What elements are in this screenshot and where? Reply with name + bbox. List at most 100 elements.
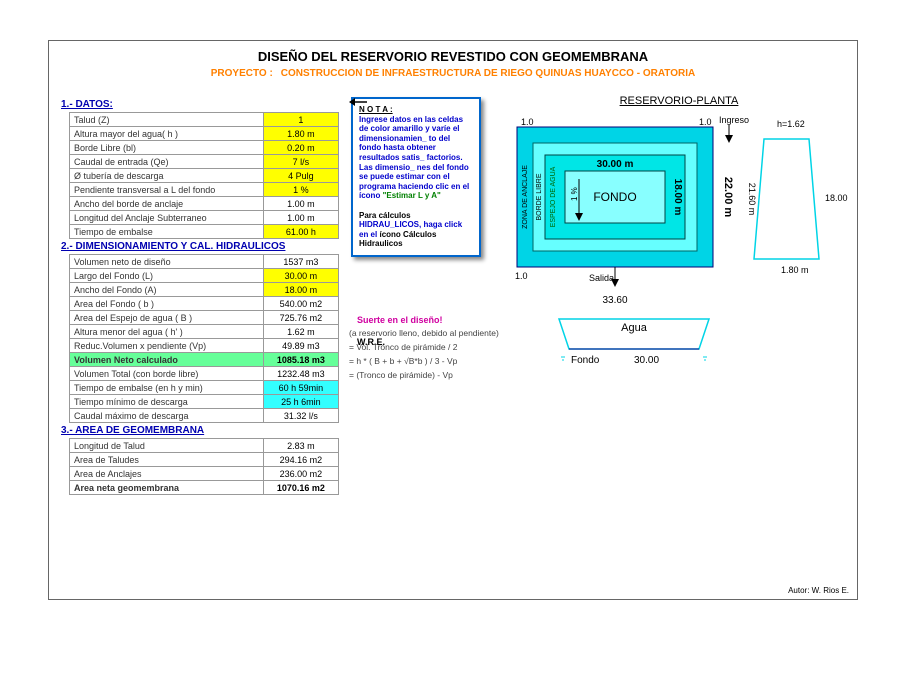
cell-value: 0.20 m: [263, 141, 338, 155]
cell-label: Tiempo mínimo de descarga: [70, 395, 264, 409]
planta-title: RESERVORIO-PLANTA: [509, 95, 849, 107]
cell-value: 725.76 m2: [263, 311, 338, 325]
table-row: Altura mayor del agua( h )1.80 m: [70, 127, 339, 141]
cell-value: 1: [263, 113, 338, 127]
datos-table: Talud (Z)1Altura mayor del agua( h )1.80…: [69, 112, 339, 239]
cell-label: Ø tubería de descarga: [70, 169, 264, 183]
cell-value: 7 l/s: [263, 155, 338, 169]
planta-svg: 1.0 1.0 Ingreso 34.00 m FONDO 30.00 m 1 …: [509, 109, 849, 429]
table-row: Volumen Total (con borde libre)1232.48 m…: [70, 367, 339, 381]
h-bot: 1.80 m: [781, 265, 809, 275]
inner-h: 18.00 m: [672, 179, 683, 216]
cell-label: Caudal máximo de descarga: [70, 409, 264, 423]
cell-value: 25 h 6min: [263, 395, 338, 409]
table-row: Area de Taludes294.16 m2: [70, 453, 339, 467]
cell-value: 61.00 h: [263, 225, 338, 239]
arrow-icon: [349, 97, 367, 109]
dim-1c: 1.0: [515, 271, 528, 281]
author-text: Autor: W. Rios E.: [788, 586, 849, 595]
cell-label: Altura menor del agua ( h' ): [70, 325, 264, 339]
cell-label: Longitud de Talud: [70, 439, 264, 453]
cell-label: Largo del Fondo (L): [70, 269, 264, 283]
table-row: Pendiente transversal a L del fondo1 %: [70, 183, 339, 197]
cell-label: Ancho del Fondo (A): [70, 283, 264, 297]
cell-value: 1.62 m: [263, 325, 338, 339]
w336: 33.60: [602, 295, 627, 306]
cell-value: 60 h 59min: [263, 381, 338, 395]
table-row: Volumen Neto calculado1085.18 m3: [70, 353, 339, 367]
cell-label: Caudal de entrada (Qe): [70, 155, 264, 169]
cell-value: 1232.48 m3: [263, 367, 338, 381]
table-row: Borde Libre (bl)0.20 m: [70, 141, 339, 155]
table-row: Tiempo de embalse61.00 h: [70, 225, 339, 239]
table-row: Tiempo de embalse (en h y min)60 h 59min: [70, 381, 339, 395]
table-row: Longitud de Talud2.83 m: [70, 439, 339, 453]
table-row: Area del Espejo de agua ( B )725.76 m2: [70, 311, 339, 325]
cell-label: Ancho del borde de anclaje: [70, 197, 264, 211]
w30: 30.00: [634, 355, 659, 366]
note-p2a: Para cálculos: [359, 211, 411, 220]
cell-value: 1 %: [263, 183, 338, 197]
page-frame: DISEÑO DEL RESERVORIO REVESTIDO CON GEOM…: [48, 40, 858, 600]
cell-label: Area de Taludes: [70, 453, 264, 467]
cell-value: 31.32 l/s: [263, 409, 338, 423]
cell-value: 1537 m3: [263, 255, 338, 269]
cell-value: 30.00 m: [263, 269, 338, 283]
cell-label: Volumen neto de diseño: [70, 255, 264, 269]
cell-value: 236.00 m2: [263, 467, 338, 481]
note-box: N O T A : Ingrese datos en las celdas de…: [351, 97, 481, 257]
cell-label: Volumen Neto calculado: [70, 353, 264, 367]
project-row: PROYECTO : CONSTRUCCION DE INFRAESTRUCTU…: [49, 68, 857, 79]
note-p2c: ícono: [379, 230, 400, 239]
table-row: Volumen neto de diseño1537 m3: [70, 255, 339, 269]
table-row: Area del Fondo ( b )540.00 m2: [70, 297, 339, 311]
formula-note: = Vol. Tronco de pirámide / 2: [345, 342, 457, 352]
cell-label: Area del Fondo ( b ): [70, 297, 264, 311]
suerte-text: Suerte en el diseño!: [357, 315, 443, 325]
table-row: Caudal máximo de descarga31.32 l/s: [70, 409, 339, 423]
h-right: 18.00: [825, 193, 848, 203]
cell-label: Altura mayor del agua( h ): [70, 127, 264, 141]
trap-h: 21.60 m: [747, 183, 757, 216]
cell-label: Volumen Total (con borde libre): [70, 367, 264, 381]
planta-diagram: RESERVORIO-PLANTA 1.0 1.0 Ingreso 34.00 …: [509, 95, 849, 431]
geo-table: Longitud de Talud2.83 mArea de Taludes29…: [69, 438, 339, 495]
outer-h: 22.00 m: [722, 177, 734, 218]
cell-value: 294.16 m2: [263, 453, 338, 467]
note-est: "Estimar L y A": [383, 191, 441, 200]
cell-value: 1.00 m: [263, 211, 338, 225]
cell-label: Area del Espejo de agua ( B ): [70, 311, 264, 325]
cell-value: 2.83 m: [263, 439, 338, 453]
table-row: Tiempo mínimo de descarga25 h 6min: [70, 395, 339, 409]
project-text: CONSTRUCCION DE INFRAESTRUCTURA DE RIEGO…: [281, 68, 695, 79]
table-row: Caudal de entrada (Qe)7 l/s: [70, 155, 339, 169]
dim-1a: 1.0: [521, 117, 534, 127]
ingreso-lbl: Ingreso: [719, 115, 749, 125]
dim-1b: 1.0: [699, 117, 712, 127]
formula-note: (a reservorio lleno, debido al pendiente…: [345, 328, 499, 338]
cell-label: Reduc.Volumen x pendiente (Vp): [70, 339, 264, 353]
cell-label: Pendiente transversal a L del fondo: [70, 183, 264, 197]
zona-anclaje: ZONA DE ANCLAJE: [522, 165, 529, 229]
salida-lbl: Salida: [589, 273, 614, 283]
table-row: Largo del Fondo (L)30.00 m: [70, 269, 339, 283]
cell-value: 49.89 m3: [263, 339, 338, 353]
project-label: PROYECTO :: [211, 68, 273, 79]
table-row: Talud (Z)1: [70, 113, 339, 127]
formula-note: = h * ( B + b + √B*b ) / 3 - Vp: [345, 356, 457, 366]
table-row: Area de Anclajes236.00 m2: [70, 467, 339, 481]
cell-value: 1.00 m: [263, 197, 338, 211]
main-title: DISEÑO DEL RESERVORIO REVESTIDO CON GEOM…: [49, 49, 857, 64]
table-row: Ø tubería de descarga4 Pulg: [70, 169, 339, 183]
table-row: Altura menor del agua ( h' )1.62 m: [70, 325, 339, 339]
table-row: Ancho del Fondo (A)18.00 m: [70, 283, 339, 297]
cell-label: Borde Libre (bl): [70, 141, 264, 155]
table-row: Longitud del Anclaje Subterraneo1.00 m: [70, 211, 339, 225]
inner-w: 30.00 m: [597, 159, 634, 170]
espejo-agua: ESPEJO DE AGUA: [550, 166, 557, 227]
agua-lbl: Agua: [621, 322, 648, 334]
fondo2-lbl: Fondo: [571, 355, 600, 366]
cell-label: Tiempo de embalse (en h y min): [70, 381, 264, 395]
note-body: Ingrese datos en las celdas de color ama…: [359, 115, 469, 201]
dim-table: Volumen neto de diseño1537 m3Largo del F…: [69, 254, 339, 423]
